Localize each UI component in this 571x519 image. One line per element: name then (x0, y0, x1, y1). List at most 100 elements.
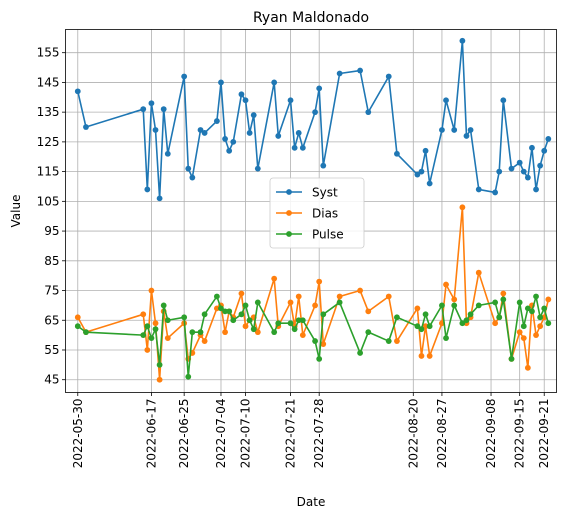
data-point-syst (537, 162, 544, 169)
data-point-pulse (254, 299, 261, 306)
x-tick-label: 2022-07-21 (284, 399, 298, 469)
y-tick-label: 115 (37, 165, 60, 179)
data-point-dias (148, 287, 155, 294)
data-point-pulse (291, 326, 298, 333)
data-point-syst (246, 130, 253, 136)
data-point-syst (414, 171, 421, 178)
legend-marker-pulse (286, 231, 292, 237)
data-point-syst (148, 100, 155, 107)
data-point-pulse (492, 299, 499, 306)
data-point-syst (250, 112, 257, 119)
x-tick-label: 2022-06-17 (144, 399, 158, 469)
data-point-pulse (520, 323, 527, 330)
x-tick-label: 2022-07-28 (312, 399, 326, 469)
data-point-pulse (414, 323, 421, 330)
data-point-syst (520, 168, 527, 175)
data-point-dias (140, 311, 147, 318)
data-point-dias (533, 332, 539, 339)
x-tick-label: 2022-09-15 (513, 399, 527, 469)
data-point-pulse (426, 323, 433, 330)
data-point-pulse (238, 311, 245, 318)
data-point-dias (287, 299, 294, 306)
data-point-pulse (218, 305, 224, 312)
data-point-syst (475, 186, 482, 193)
data-point-pulse (467, 311, 474, 318)
data-point-pulse (422, 311, 429, 318)
y-tick-label: 155 (37, 46, 60, 60)
data-point-dias (475, 269, 482, 276)
data-point-dias (500, 290, 507, 297)
data-point-dias (152, 320, 159, 327)
y-axis-label: Value (9, 195, 23, 228)
series-layer (74, 37, 552, 383)
data-point-pulse (189, 329, 196, 336)
data-point-pulse (475, 302, 482, 309)
legend: Syst Dias Pulse (269, 177, 365, 249)
data-point-syst (533, 186, 539, 193)
chart-title: Ryan Maldonado (253, 10, 369, 26)
data-point-syst (439, 127, 445, 133)
data-point-dias (156, 376, 163, 383)
data-point-syst (426, 180, 433, 187)
x-tick-label: 2022-07-04 (214, 399, 228, 469)
axis-ticks: 45 55 65 75 85 95 105 115 125 135 145 155 2022-05-30… (37, 46, 552, 469)
y-tick-label: 85 (44, 254, 59, 268)
data-point-pulse (156, 361, 163, 368)
data-point-syst (467, 127, 474, 133)
data-point-syst (312, 109, 318, 116)
y-tick-label: 95 (44, 224, 59, 238)
data-point-dias (365, 308, 372, 315)
data-point-syst (291, 144, 298, 151)
y-tick-label: 55 (44, 343, 59, 357)
data-point-syst (222, 136, 228, 142)
x-tick-label: 2022-09-08 (484, 399, 498, 469)
data-point-pulse (545, 320, 552, 327)
data-point-pulse (500, 296, 507, 303)
data-point-pulse (320, 311, 327, 318)
data-point-dias (201, 338, 208, 344)
x-tick-label: 2022-08-27 (435, 399, 449, 469)
data-point-pulse (164, 317, 171, 324)
data-point-syst (443, 97, 449, 104)
data-point-pulse (74, 323, 81, 330)
data-point-pulse (83, 329, 89, 336)
data-point-pulse (394, 314, 400, 321)
data-point-pulse (299, 317, 306, 324)
data-point-syst (451, 127, 458, 133)
legend-box (269, 177, 365, 249)
data-point-pulse (537, 314, 544, 321)
data-point-syst (516, 159, 523, 166)
data-point-dias (295, 293, 302, 300)
data-point-pulse (201, 311, 208, 318)
data-point-syst (357, 67, 363, 74)
data-point-syst (218, 79, 224, 86)
data-point-dias (459, 204, 466, 211)
data-point-syst (140, 106, 147, 113)
data-point-syst (394, 150, 400, 157)
data-point-pulse (385, 338, 392, 344)
data-point-syst (238, 91, 245, 98)
legend-label-syst: Syst (312, 186, 338, 200)
data-point-syst (295, 130, 302, 136)
data-point-pulse (140, 332, 147, 339)
data-point-pulse (533, 293, 539, 300)
data-point-syst (459, 37, 466, 44)
data-point-dias (222, 329, 228, 336)
data-point-syst (508, 165, 515, 172)
data-point-dias (312, 302, 318, 309)
data-point-syst (230, 138, 237, 145)
data-point-pulse (524, 305, 531, 312)
data-point-dias (394, 338, 400, 344)
legend-label-pulse: Pulse (312, 228, 344, 242)
data-point-syst (254, 165, 261, 172)
data-point-pulse (439, 302, 445, 309)
data-point-pulse (459, 320, 466, 327)
y-tick-label: 105 (37, 194, 60, 208)
data-point-pulse (226, 308, 233, 315)
data-point-syst (418, 168, 425, 175)
data-point-dias (385, 293, 392, 300)
data-point-syst (156, 195, 163, 202)
data-point-syst (287, 97, 294, 104)
